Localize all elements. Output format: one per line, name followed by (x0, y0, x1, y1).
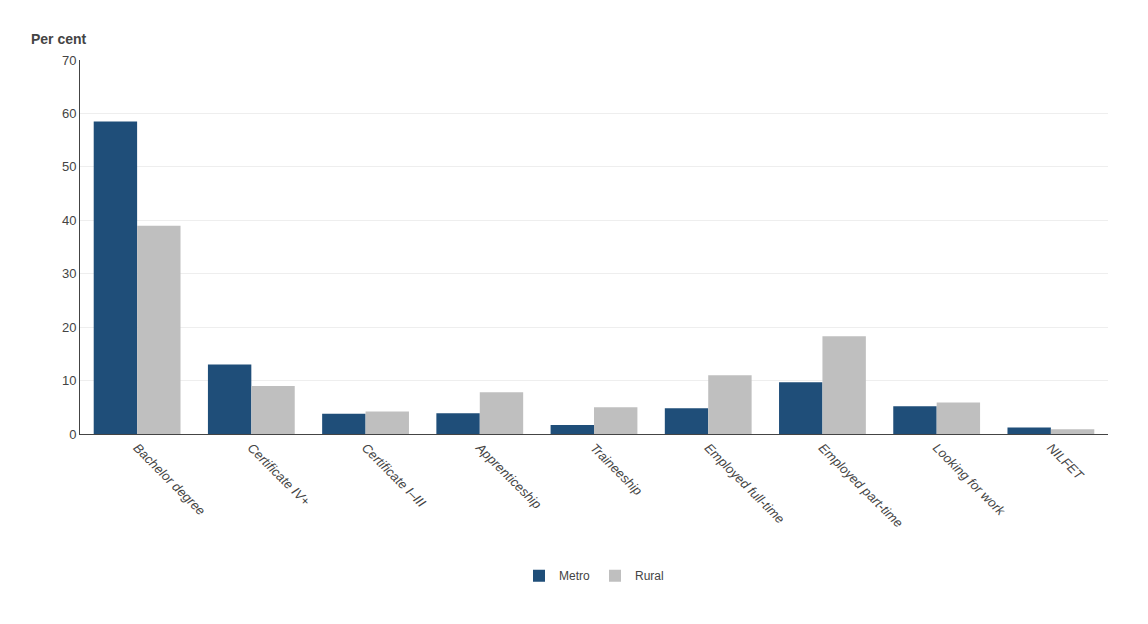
svg-text:NILFET: NILFET (1044, 440, 1087, 483)
svg-text:Certificate IV+: Certificate IV+ (245, 440, 314, 509)
svg-text:0: 0 (69, 427, 76, 442)
svg-text:10: 10 (62, 373, 76, 388)
svg-text:40: 40 (62, 213, 76, 228)
svg-text:60: 60 (62, 106, 76, 121)
svg-text:Certificate I–III: Certificate I–III (359, 440, 429, 510)
svg-text:Per cent: Per cent (31, 31, 87, 47)
svg-text:30: 30 (62, 266, 76, 281)
svg-text:Metro: Metro (559, 569, 590, 583)
svg-text:70: 70 (62, 53, 76, 68)
svg-text:Looking for work: Looking for work (930, 440, 1009, 519)
svg-text:Traineeship: Traineeship (587, 440, 645, 498)
svg-text:Employed full-time: Employed full-time (702, 440, 788, 526)
svg-text:50: 50 (62, 159, 76, 174)
svg-text:Rural: Rural (635, 569, 664, 583)
svg-text:20: 20 (62, 320, 76, 335)
svg-text:Apprenticeship: Apprenticeship (472, 440, 544, 512)
svg-text:Bachelor degree: Bachelor degree (130, 440, 208, 518)
svg-text:Employed part-time: Employed part-time (816, 440, 906, 530)
